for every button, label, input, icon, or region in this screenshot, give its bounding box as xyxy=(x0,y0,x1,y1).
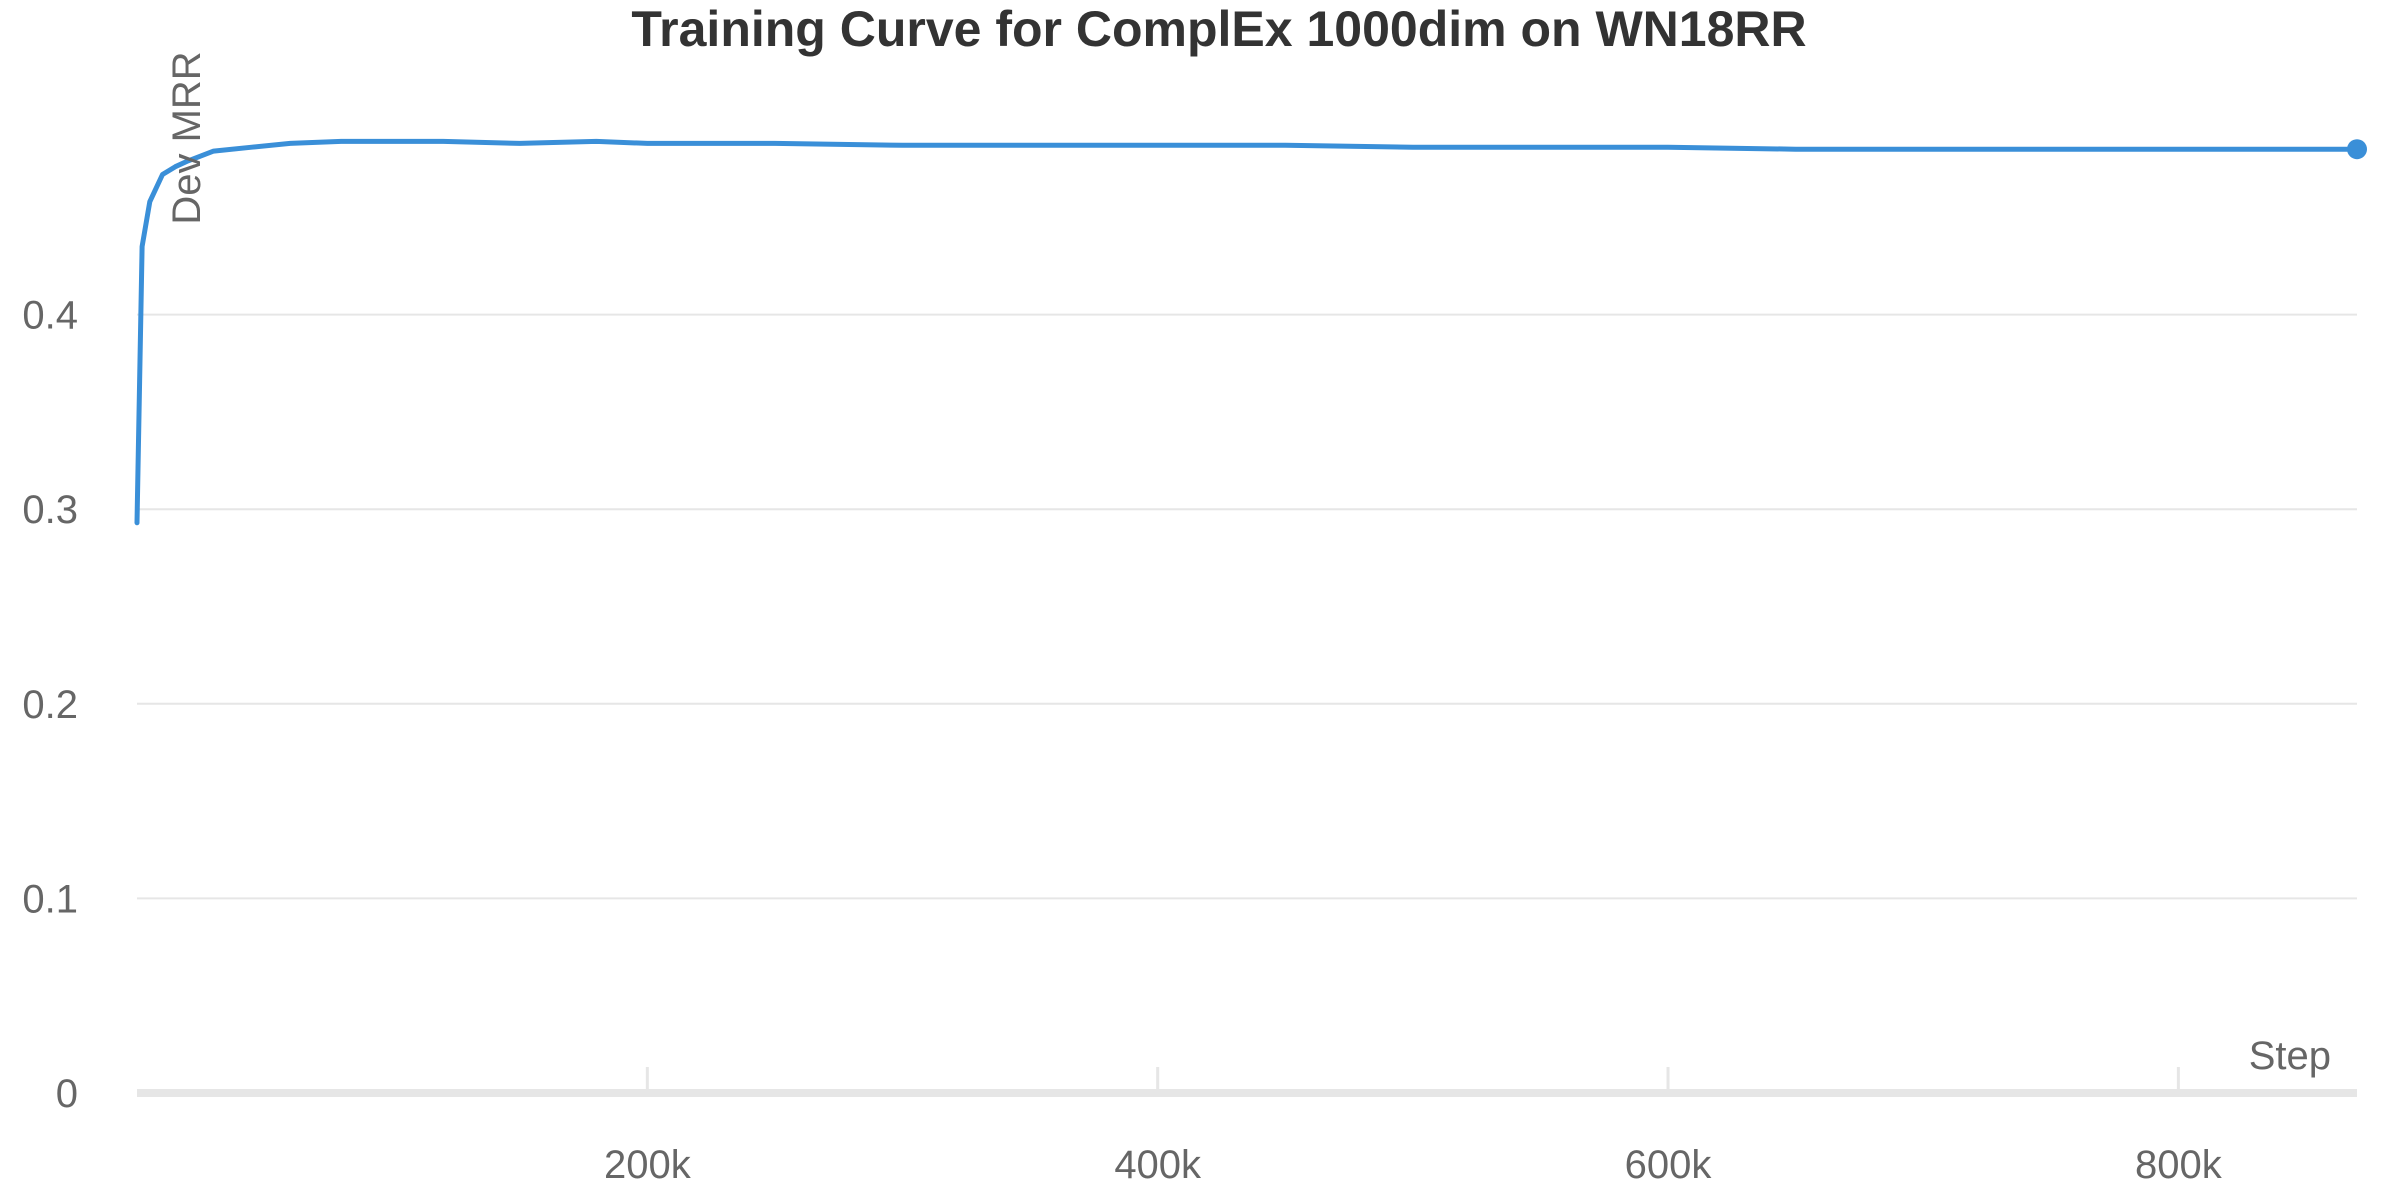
y-axis: 0 0.1 0.2 0.3 0.4 xyxy=(22,294,78,1116)
x-axis-label: Step xyxy=(2249,1034,2331,1078)
series-line xyxy=(134,138,2360,526)
y-tick-label: 0.2 xyxy=(22,683,78,727)
y-tick-label: 0.4 xyxy=(22,294,78,338)
y-tick-label: 0.3 xyxy=(22,488,78,532)
y-tick-label: 0.1 xyxy=(22,877,78,921)
chart-title: Training Curve for ComplEx 1000dim on WN… xyxy=(631,1,1806,57)
series-end-marker xyxy=(2347,139,2367,160)
series-group xyxy=(134,138,2367,526)
x-axis: 200k 400k 600k 800k xyxy=(137,1067,2357,1187)
y-tick-label: 0 xyxy=(56,1072,78,1116)
x-tick-label: 800k xyxy=(2135,1143,2223,1187)
grid-lines xyxy=(137,313,2357,900)
y-axis-label: Dev MRR xyxy=(165,51,209,224)
x-tick-label: 600k xyxy=(1625,1143,1713,1187)
x-tick-label: 400k xyxy=(1114,1143,1202,1187)
x-tick-label: 200k xyxy=(604,1143,692,1187)
